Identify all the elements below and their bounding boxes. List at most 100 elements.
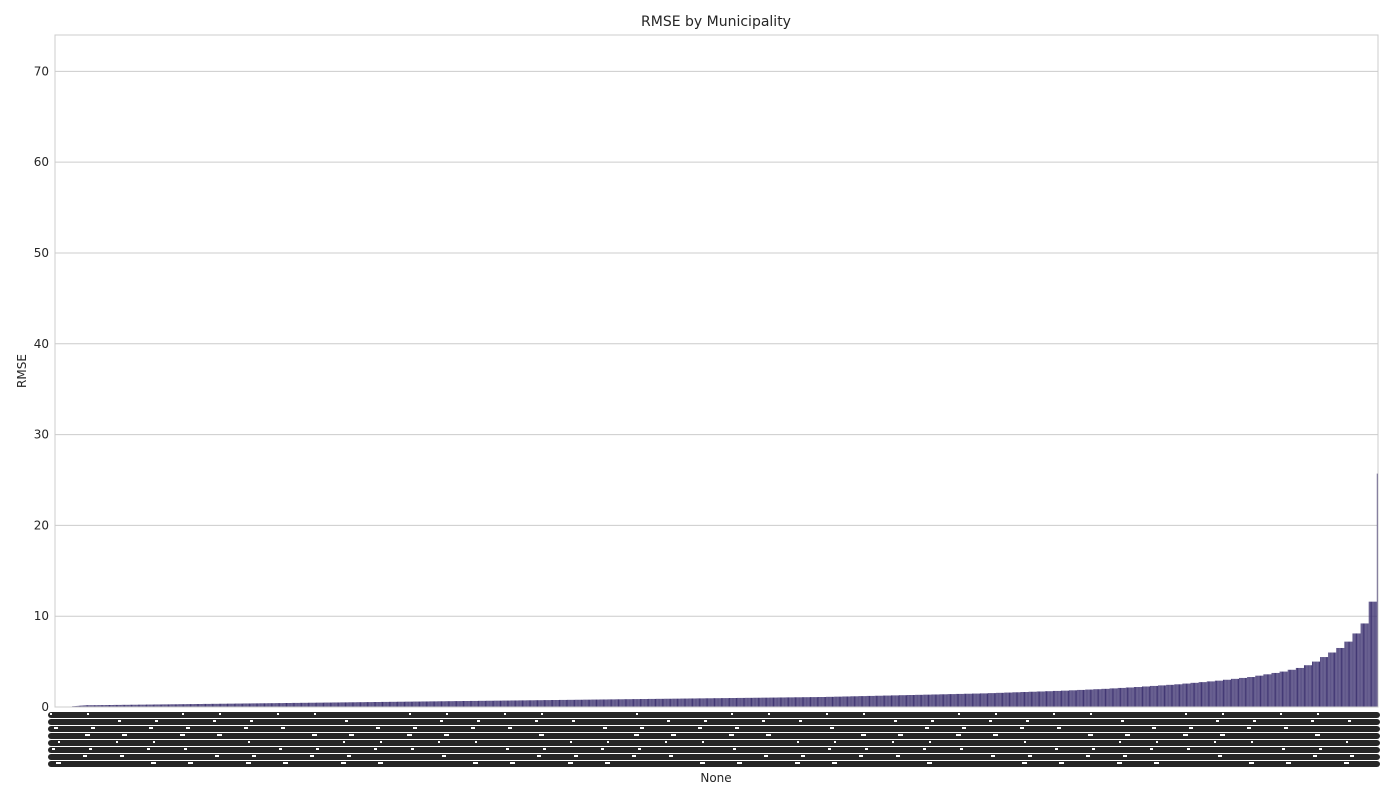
x-tick-label-gap bbox=[380, 741, 382, 743]
bar bbox=[1292, 669, 1294, 707]
bar bbox=[897, 695, 899, 707]
bar bbox=[793, 697, 795, 707]
x-tick-label-gap bbox=[58, 741, 60, 743]
bar bbox=[915, 694, 917, 707]
bar bbox=[1345, 641, 1347, 707]
y-tick-label: 50 bbox=[34, 246, 49, 260]
bar bbox=[1327, 657, 1329, 707]
bar bbox=[797, 697, 799, 707]
x-tick-label-band bbox=[48, 726, 1380, 732]
bar bbox=[760, 697, 762, 707]
x-tick-label-gap bbox=[1053, 713, 1055, 715]
bar bbox=[365, 702, 367, 707]
bar bbox=[922, 694, 924, 707]
bar bbox=[853, 696, 855, 707]
bar bbox=[686, 698, 688, 707]
bar bbox=[789, 697, 791, 707]
bar bbox=[357, 702, 359, 707]
bar bbox=[77, 705, 79, 707]
bar bbox=[1239, 677, 1241, 707]
bar bbox=[1316, 661, 1318, 707]
bar bbox=[376, 702, 378, 707]
bar bbox=[490, 700, 492, 707]
x-tick-label-gap bbox=[374, 748, 377, 750]
bar bbox=[137, 704, 139, 707]
bar bbox=[379, 702, 381, 707]
x-tick-label-gap bbox=[700, 762, 705, 764]
bar bbox=[375, 702, 377, 707]
bar bbox=[266, 703, 268, 707]
bar bbox=[1350, 641, 1352, 707]
bar bbox=[1035, 691, 1037, 707]
bar bbox=[394, 701, 396, 707]
bar bbox=[1244, 677, 1246, 707]
bar bbox=[1041, 691, 1043, 707]
bar bbox=[598, 699, 600, 707]
bar bbox=[538, 700, 540, 707]
bar bbox=[158, 704, 160, 707]
bar bbox=[1241, 677, 1243, 707]
x-tick-label-gap bbox=[799, 720, 802, 722]
bar bbox=[193, 704, 195, 707]
bar bbox=[380, 701, 382, 707]
bar bbox=[1021, 692, 1023, 707]
bar bbox=[627, 699, 629, 707]
bar bbox=[1085, 689, 1087, 707]
bar bbox=[971, 693, 973, 707]
bar bbox=[351, 702, 353, 707]
bar bbox=[281, 703, 283, 707]
bar bbox=[1166, 684, 1168, 707]
bar bbox=[273, 703, 275, 707]
bar bbox=[436, 701, 438, 707]
x-tick-label-gap bbox=[601, 748, 604, 750]
bar bbox=[187, 704, 189, 707]
bar bbox=[110, 705, 112, 707]
x-tick-label-gap bbox=[1189, 727, 1193, 729]
bar bbox=[85, 705, 87, 707]
bar bbox=[951, 694, 953, 707]
bar bbox=[931, 694, 933, 707]
x-tick-label-gap bbox=[1280, 713, 1282, 715]
bar bbox=[1144, 686, 1146, 707]
bar bbox=[206, 703, 208, 707]
bar bbox=[319, 702, 321, 707]
bar bbox=[871, 695, 873, 707]
x-tick-label-gap bbox=[764, 755, 768, 757]
bar bbox=[792, 697, 794, 707]
bar bbox=[688, 698, 690, 707]
bar bbox=[659, 698, 661, 707]
x-tick-label-gap bbox=[896, 755, 900, 757]
bar bbox=[527, 700, 529, 707]
bar bbox=[855, 696, 857, 707]
bar bbox=[678, 698, 680, 707]
x-tick-label-gap bbox=[931, 720, 934, 722]
bar bbox=[988, 693, 990, 707]
bar bbox=[759, 697, 761, 707]
bar bbox=[1058, 690, 1060, 707]
bar bbox=[818, 697, 820, 707]
bar bbox=[810, 697, 811, 707]
bar bbox=[1338, 647, 1340, 707]
bar bbox=[316, 702, 318, 707]
bar bbox=[829, 696, 831, 707]
bar bbox=[473, 700, 475, 707]
bar bbox=[245, 703, 247, 707]
bar bbox=[553, 700, 555, 707]
bar bbox=[1051, 691, 1053, 707]
bar bbox=[1066, 690, 1068, 707]
bar bbox=[1306, 665, 1308, 707]
bar bbox=[246, 703, 248, 707]
bar bbox=[1052, 690, 1054, 707]
bar bbox=[501, 700, 503, 707]
bar bbox=[1364, 623, 1366, 707]
bar bbox=[1142, 686, 1143, 707]
bar bbox=[289, 703, 291, 707]
x-tick-label-gap bbox=[83, 755, 87, 757]
bar bbox=[908, 695, 910, 707]
bar bbox=[252, 703, 254, 707]
bar bbox=[1173, 684, 1175, 707]
bar bbox=[940, 694, 942, 707]
bar bbox=[1255, 675, 1257, 707]
bar bbox=[1036, 691, 1038, 707]
bar bbox=[892, 695, 894, 707]
